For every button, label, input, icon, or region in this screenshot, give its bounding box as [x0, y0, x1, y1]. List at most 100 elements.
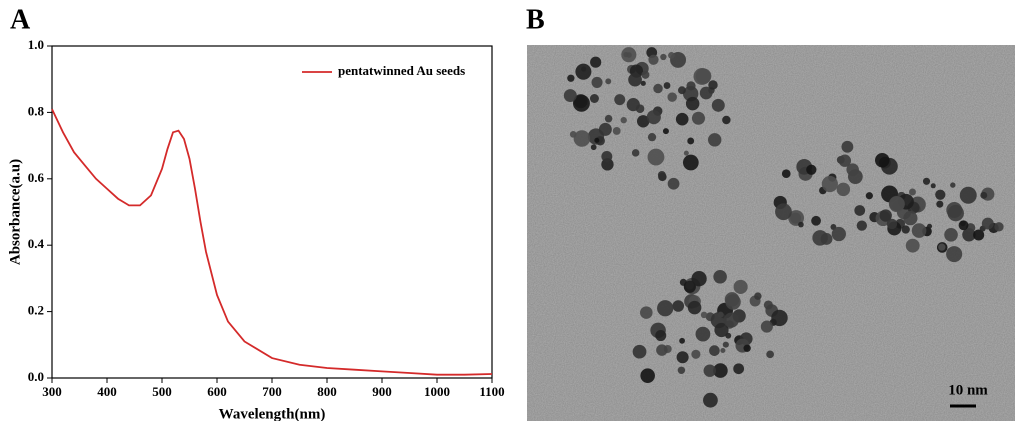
nanoparticle [647, 133, 657, 142]
x-tick-label: 500 [152, 384, 172, 399]
nanoparticle [973, 229, 985, 241]
nanoparticle [775, 203, 792, 221]
nanoparticle [699, 86, 713, 100]
nanoparticle [667, 92, 677, 102]
nanoparticle [763, 300, 773, 310]
y-tick-label: 0.2 [28, 303, 44, 318]
nanoparticle [950, 182, 956, 188]
nanoparticle [821, 175, 838, 193]
nanoparticle [771, 309, 788, 327]
nanoparticle [657, 300, 674, 317]
nanoparticle [635, 104, 645, 114]
nanoparticle [798, 221, 804, 228]
data-line [51, 108, 493, 376]
nanoparticle [911, 223, 927, 238]
nanoparticle [733, 363, 745, 375]
plot-frame [51, 45, 493, 379]
nanoparticle [686, 81, 696, 91]
nanoparticle [685, 96, 700, 111]
legend-label: pentatwinned Au seeds [338, 63, 465, 78]
nanoparticle [875, 152, 890, 168]
x-tick-label: 900 [372, 384, 392, 399]
nanoparticle [811, 215, 821, 226]
nanoparticle [632, 344, 647, 359]
nanoparticle [836, 182, 851, 197]
nanoparticle [856, 220, 868, 231]
nanoparticle [598, 122, 612, 136]
nanoparticle [903, 211, 918, 226]
nanoparticle [713, 363, 728, 378]
y-tick-label: 0.6 [28, 170, 45, 185]
nanoparticle [838, 154, 852, 167]
nanoparticle [980, 191, 988, 199]
nanoparticle [760, 320, 773, 333]
nanoparticle [660, 53, 667, 61]
nanoparticle [594, 137, 600, 143]
nanoparticle [646, 110, 661, 125]
nanoparticle [926, 223, 933, 229]
nanoparticle [691, 349, 701, 359]
nanoparticle [604, 114, 613, 123]
nanoparticle [981, 217, 994, 230]
nanoparticle [687, 300, 702, 315]
nanoparticle [905, 238, 920, 253]
nanoparticle [909, 188, 916, 196]
nanoparticle [589, 94, 599, 103]
x-tick-label: 700 [262, 384, 282, 399]
nanoparticle [700, 311, 708, 319]
nanoparticle [590, 144, 597, 151]
nanoparticle [994, 222, 1004, 232]
nanoparticle [879, 209, 892, 222]
nanoparticle [655, 330, 667, 342]
nanoparticle [662, 128, 669, 135]
nanoparticle [563, 89, 577, 103]
nanoparticle [691, 271, 707, 287]
y-tick-label: 1.0 [28, 37, 44, 52]
nanoparticle [614, 94, 626, 106]
nanoparticle [685, 281, 694, 290]
nanoparticle [854, 205, 866, 216]
nanoparticle [663, 82, 671, 89]
y-tick-label: 0.8 [28, 103, 45, 118]
nanoparticle [711, 98, 725, 112]
nanoparticle [841, 140, 854, 153]
nanoparticle [959, 186, 977, 204]
x-tick-label: 800 [317, 384, 337, 399]
nanoparticle [812, 230, 828, 246]
nanoparticle [947, 204, 964, 222]
nanoparticle [620, 116, 627, 124]
nanoparticle [575, 63, 592, 80]
nanoparticle [831, 226, 846, 242]
y-tick-label: 0.4 [28, 236, 45, 251]
nanoparticle [641, 70, 650, 79]
x-axis-label: Wavelength(nm) [219, 406, 326, 421]
nanoparticle [733, 279, 748, 294]
nanoparticle [567, 74, 575, 82]
nanoparticle [691, 111, 706, 125]
nanoparticle [709, 345, 720, 356]
nanoparticle [695, 326, 711, 342]
nanoparticle [612, 127, 621, 135]
nanoparticle [723, 312, 739, 328]
nanoparticle [946, 246, 963, 263]
x-tick-label: 300 [42, 384, 62, 399]
nanoparticle [693, 68, 711, 85]
nanoparticle [668, 51, 675, 59]
nanoparticle [640, 80, 646, 86]
nanoparticle [846, 163, 859, 176]
nanoparticle [922, 177, 931, 185]
nanoparticle [944, 228, 958, 242]
nanoparticle [714, 322, 729, 338]
nanoparticle [572, 94, 590, 112]
x-tick-label: 400 [97, 384, 117, 399]
nanoparticle [605, 78, 612, 85]
nanoparticle [679, 337, 685, 344]
nanoparticle [766, 350, 774, 359]
nanoparticle [648, 54, 659, 65]
nanoparticle [754, 292, 762, 300]
nanoparticle [708, 133, 722, 147]
nanoparticle [675, 112, 689, 126]
nanoparticle [938, 243, 946, 251]
tem-image [527, 45, 1015, 421]
